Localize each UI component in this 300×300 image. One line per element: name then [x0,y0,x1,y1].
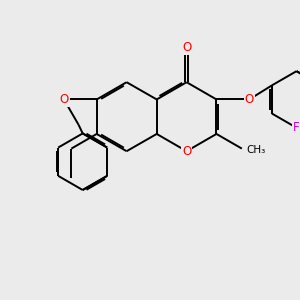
Text: O: O [182,41,191,54]
Text: CH₃: CH₃ [246,145,266,155]
Text: O: O [59,93,69,106]
Text: F: F [293,121,300,134]
Text: O: O [244,93,254,106]
Text: O: O [182,145,191,158]
